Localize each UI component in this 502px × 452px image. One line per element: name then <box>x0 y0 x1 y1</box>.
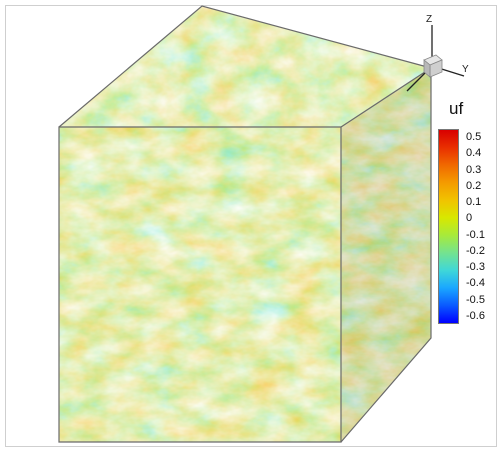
colorbar-tick-label: 0.3 <box>466 164 482 176</box>
colorbar <box>438 129 459 324</box>
colorbar-tick-label: 0.4 <box>466 147 482 159</box>
y-axis-label: Y <box>462 64 469 75</box>
colorbar-tick-label: -0.3 <box>466 261 485 273</box>
colorbar-tick-label: -0.2 <box>466 245 485 257</box>
colorbar-tick-label: -0.6 <box>466 310 485 322</box>
colorbar-tick-label: -0.4 <box>466 277 485 289</box>
cube-front-face <box>59 127 341 442</box>
colorbar-tick-label: 0.5 <box>466 131 482 143</box>
colorbar-tick-label: 0 <box>466 212 473 224</box>
legend-title: uf <box>449 99 464 118</box>
colorbar-tick-label: -0.1 <box>466 229 485 241</box>
z-axis-label: Z <box>426 14 432 25</box>
colorbar-tick-label: 0.2 <box>466 180 482 192</box>
colorbar-ticks: 0.5 0.4 0.3 0.2 0.1 0 -0.1 -0.2 -0.3 -0.4 -0.5 -0.6 <box>466 129 500 324</box>
colorbar-tick-label: 0.1 <box>466 196 482 208</box>
orientation-axes: Z Y <box>406 14 469 92</box>
colorbar-tick-label: -0.5 <box>466 294 485 306</box>
cube-edges <box>58 5 432 443</box>
